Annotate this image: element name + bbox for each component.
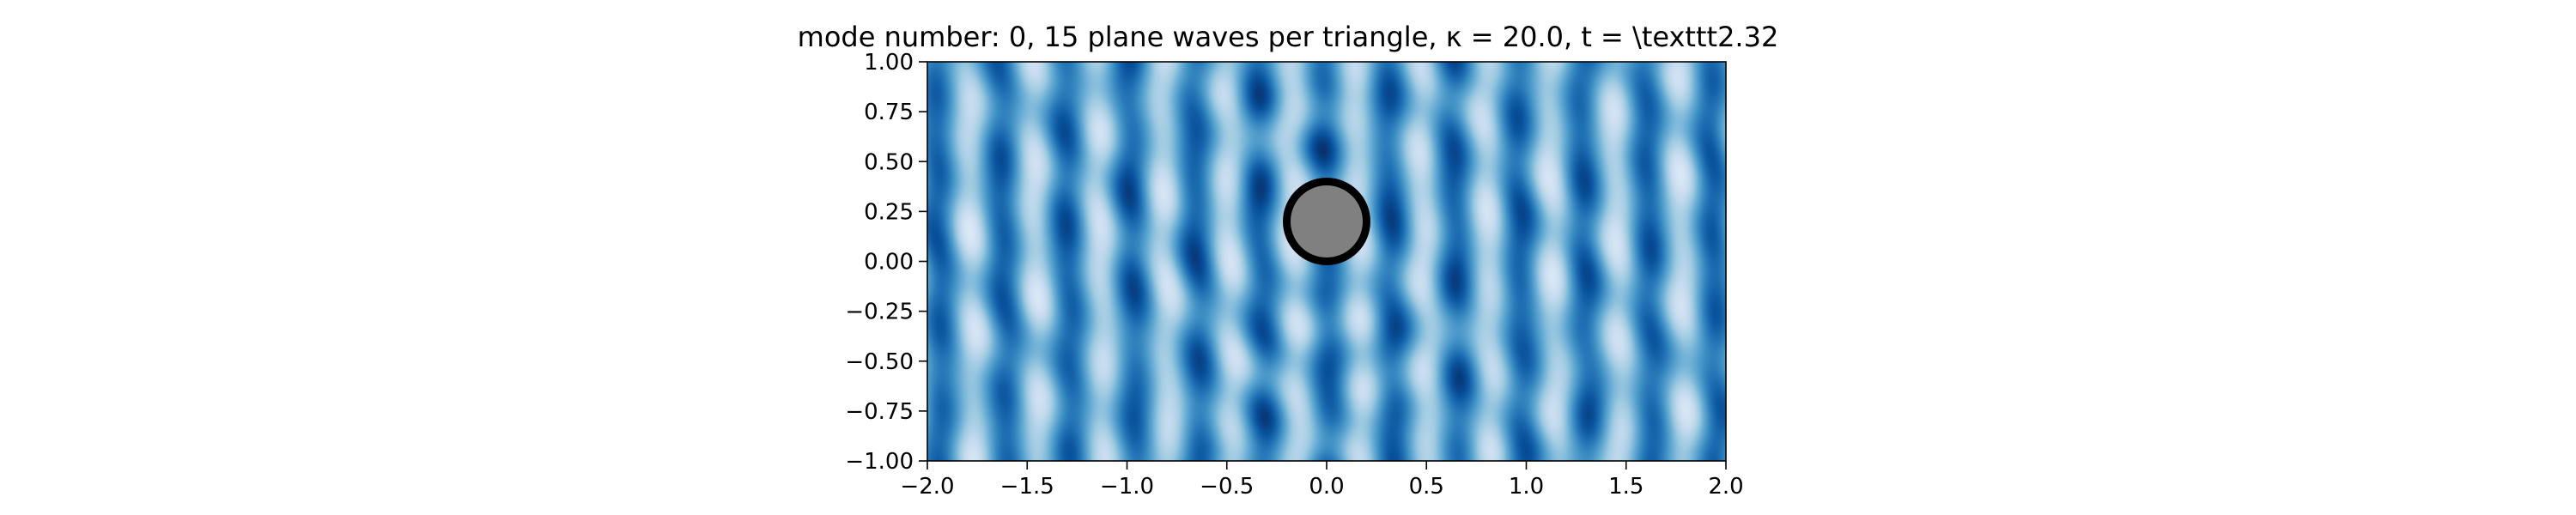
y-axis: 1.00 0.75 0.50 0.25 0.00 −0.25 −0.50 −0.75 −1.00 <box>845 50 927 475</box>
x-tick-label: 2.0 <box>1708 474 1743 500</box>
y-tick-label: 1.00 <box>864 50 914 76</box>
x-tick-label: −1.0 <box>1100 474 1154 500</box>
x-tick-label: −1.5 <box>1000 474 1054 500</box>
x-tick-label: 1.0 <box>1509 474 1544 500</box>
scatterer-layer <box>1283 178 1370 265</box>
x-tick-label: 0.0 <box>1309 474 1344 500</box>
y-tick-label: 0.50 <box>864 149 914 175</box>
plot-area <box>927 61 1727 462</box>
chart-title: mode number: 0, 15 plane waves per trian… <box>798 21 1779 53</box>
y-tick-label: 0.75 <box>864 100 914 125</box>
x-tick-label: 1.5 <box>1608 474 1643 500</box>
y-tick-label: −0.75 <box>845 399 914 425</box>
y-tick-label: 0.25 <box>864 199 914 225</box>
y-tick-label: 0.00 <box>864 250 914 276</box>
x-axis: −2.0 −1.5 −1.0 −0.5 0.0 0.5 1.0 1.5 2.0 <box>900 461 1744 500</box>
x-tick-label: −2.0 <box>900 474 954 500</box>
y-tick-label: −0.25 <box>845 300 914 325</box>
y-tick-label: −1.00 <box>845 449 914 475</box>
x-tick-label: −0.5 <box>1200 474 1254 500</box>
x-tick-label: 0.5 <box>1409 474 1444 500</box>
scatterer-circle <box>1283 178 1370 265</box>
y-tick-label: −0.50 <box>845 349 914 375</box>
